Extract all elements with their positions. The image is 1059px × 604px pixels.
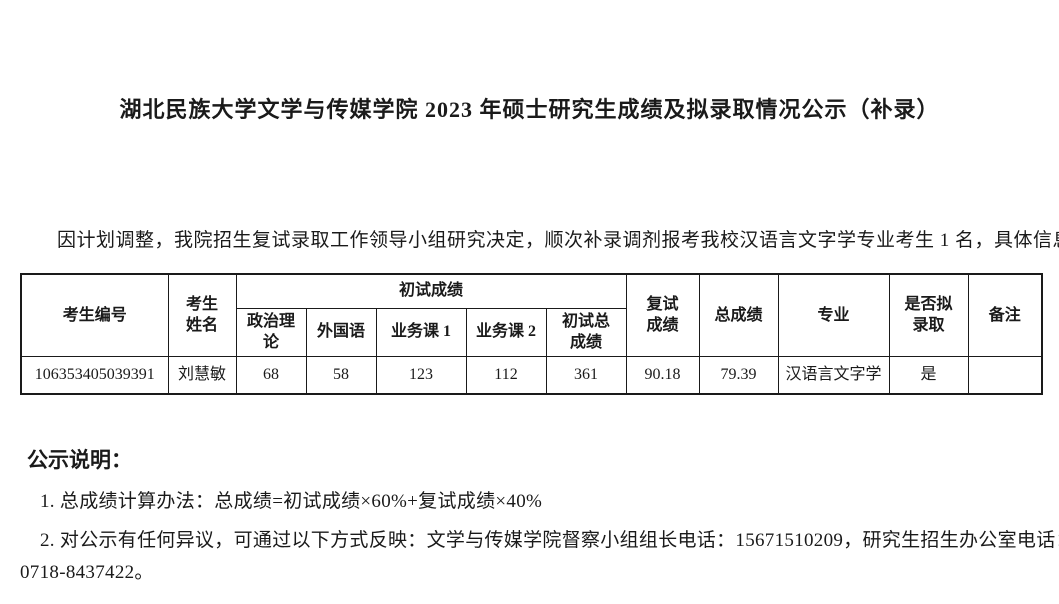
col-header-admitted: 是否拟 录取: [888, 273, 969, 357]
note-item-2: 2. 对公示有任何异议，可通过以下方式反映：文学与传媒学院督察小组组长电话：15…: [40, 530, 1059, 551]
cell-major: 汉语言文字学: [777, 355, 890, 395]
cell-course1: 123: [375, 355, 467, 395]
header-row-1: 考生编号 考生 姓名 初试成绩 复试 成绩 总成绩 专业 是否拟 录取 备注: [20, 273, 1043, 357]
cell-foreign-language: 58: [305, 355, 377, 395]
cell-total-score: 79.39: [698, 355, 779, 395]
table-row: 106353405039391 刘慧敏 68 58 123 112 361 90…: [20, 355, 1043, 395]
admission-results-table: 考生编号 考生 姓名 初试成绩 复试 成绩 总成绩 专业 是否拟 录取 备注 政…: [20, 273, 1043, 396]
cell-course2: 112: [465, 355, 547, 395]
col-header-foreign-language: 外国语: [305, 307, 377, 357]
col-header-candidate-name: 考生 姓名: [167, 273, 237, 357]
cell-politics: 68: [235, 355, 307, 395]
col-header-course1: 业务课 1: [375, 307, 467, 357]
col-header-politics: 政治理 论: [235, 307, 307, 357]
note-item-2-continuation: 0718-8437422。: [20, 562, 154, 583]
notes-heading: 公示说明：: [27, 449, 132, 472]
col-header-major: 专业: [777, 273, 890, 357]
note-item-1: 1. 总成绩计算办法：总成绩=初试成绩×60%+复试成绩×40%: [40, 491, 543, 512]
cell-retest-score: 90.18: [625, 355, 700, 395]
cell-candidate-no: 106353405039391: [20, 355, 169, 395]
cell-candidate-name: 刘慧敏: [167, 355, 237, 395]
page-title: 湖北民族大学文学与传媒学院 2023 年硕士研究生成绩及拟录取情况公示（补录）: [119, 97, 940, 122]
col-header-course2: 业务课 2: [465, 307, 547, 357]
col-header-remarks: 备注: [967, 273, 1043, 357]
col-header-total-score: 总成绩: [698, 273, 779, 357]
header-row-2: 政治理 论 外国语 业务课 1 业务课 2 初试总 成绩: [21, 307, 1042, 357]
col-header-initial-total: 初试总 成绩: [545, 307, 627, 357]
cell-initial-total: 361: [545, 355, 627, 395]
col-header-retest-score: 复试 成绩: [625, 273, 700, 357]
cell-admitted: 是: [888, 355, 969, 395]
intro-paragraph: 因计划调整，我院招生复试录取工作领导小组研究决定，顺次补录调剂报考我校汉语言文字…: [57, 230, 1059, 251]
cell-remarks: [967, 355, 1043, 395]
col-header-initial-exam-group: 初试成绩: [235, 273, 627, 309]
col-header-candidate-no: 考生编号: [20, 273, 169, 357]
